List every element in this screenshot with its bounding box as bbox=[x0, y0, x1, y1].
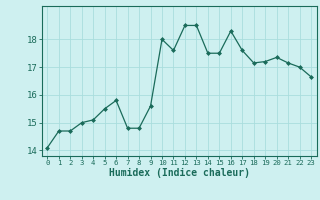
X-axis label: Humidex (Indice chaleur): Humidex (Indice chaleur) bbox=[109, 168, 250, 178]
